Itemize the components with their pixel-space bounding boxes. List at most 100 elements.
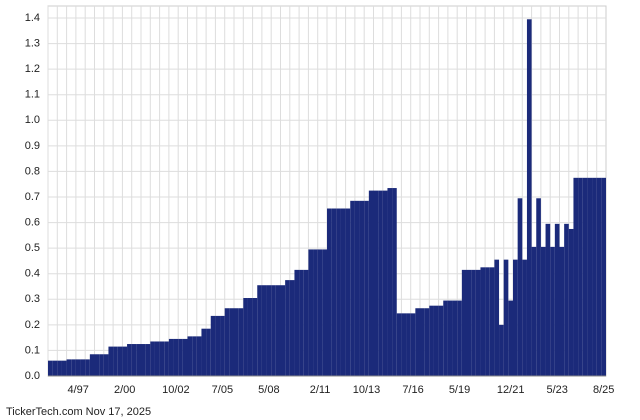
bar xyxy=(168,338,174,376)
bar xyxy=(61,360,67,376)
bar xyxy=(382,190,388,376)
bar xyxy=(429,305,434,376)
bar xyxy=(220,315,225,376)
bar xyxy=(206,328,211,376)
x-tick-label: 7/05 xyxy=(212,384,233,396)
bar xyxy=(48,360,53,376)
bar xyxy=(122,346,128,376)
x-tick-label: 10/02 xyxy=(162,384,190,396)
bar xyxy=(592,177,597,376)
y-tick-label: 1.2 xyxy=(25,63,40,75)
bar xyxy=(131,344,137,376)
bar xyxy=(224,308,230,376)
bar xyxy=(368,190,374,376)
x-tick-label: 5/19 xyxy=(449,384,470,396)
bar xyxy=(299,269,304,376)
bar xyxy=(192,336,197,376)
bar xyxy=(238,308,244,376)
bar xyxy=(350,200,355,376)
bar xyxy=(396,313,402,376)
bar xyxy=(317,249,323,376)
bar xyxy=(164,341,169,376)
bar xyxy=(294,269,300,376)
bar xyxy=(182,338,188,376)
x-tick-label: 5/23 xyxy=(546,384,567,396)
bar xyxy=(285,280,290,376)
x-tick-label: 10/13 xyxy=(353,384,381,396)
y-tick-label: 0.7 xyxy=(25,191,40,203)
bar xyxy=(559,246,565,376)
bar xyxy=(313,249,318,376)
bar xyxy=(80,359,86,376)
bar xyxy=(359,200,365,376)
bar xyxy=(71,359,76,376)
bar xyxy=(517,198,523,376)
bar xyxy=(103,354,109,376)
y-tick-label: 1.3 xyxy=(25,37,40,49)
bar xyxy=(141,344,146,376)
footer: TickerTech.com Nov 17, 2025 xyxy=(6,406,151,418)
bar xyxy=(331,208,337,376)
bar xyxy=(145,344,151,376)
bar xyxy=(66,359,72,376)
y-tick-label: 1.4 xyxy=(25,12,40,24)
bar xyxy=(438,305,444,376)
x-tick-label: 7/16 xyxy=(402,384,423,396)
bar xyxy=(150,341,155,376)
bar xyxy=(303,269,309,376)
bar xyxy=(540,246,546,376)
bar xyxy=(159,341,165,376)
bar xyxy=(447,300,453,376)
bar xyxy=(424,308,430,376)
bar xyxy=(308,249,314,376)
bar xyxy=(508,300,513,376)
bar xyxy=(327,208,332,376)
y-tick-label: 0.1 xyxy=(25,344,40,356)
bar xyxy=(210,315,216,376)
bar xyxy=(494,259,500,376)
x-tick-label: 8/25 xyxy=(593,384,614,396)
bar xyxy=(229,308,234,376)
bar xyxy=(415,308,420,376)
bar xyxy=(280,285,286,376)
bar xyxy=(392,188,397,376)
bar xyxy=(275,285,281,376)
bar xyxy=(554,223,560,376)
y-tick-label: 0.3 xyxy=(25,293,40,305)
bar xyxy=(178,338,183,376)
bar xyxy=(485,267,490,376)
x-tick-label: 12/21 xyxy=(497,384,525,396)
bar xyxy=(136,344,141,376)
bar xyxy=(587,177,593,376)
bar xyxy=(526,19,532,377)
y-tick-label: 1.0 xyxy=(25,114,40,126)
bar xyxy=(52,360,58,376)
bar xyxy=(94,354,100,376)
bar xyxy=(243,298,248,376)
bar xyxy=(234,308,239,376)
bar xyxy=(564,223,569,376)
y-tick-label: 1.1 xyxy=(25,89,40,101)
bar xyxy=(443,300,448,376)
bar xyxy=(345,208,351,376)
y-tick-label: 0.6 xyxy=(25,216,40,228)
bar xyxy=(108,346,114,376)
bar xyxy=(582,177,588,376)
bar xyxy=(536,198,541,376)
bar xyxy=(354,200,360,376)
bar xyxy=(513,259,518,376)
y-tick-label: 0.0 xyxy=(25,370,40,382)
bar xyxy=(113,346,118,376)
bar xyxy=(99,354,104,376)
bar xyxy=(457,300,462,376)
bar xyxy=(410,313,416,376)
bar xyxy=(266,285,272,376)
bar xyxy=(466,269,472,376)
x-tick-label: 4/97 xyxy=(68,384,89,396)
bar xyxy=(257,285,262,376)
bar xyxy=(522,259,527,376)
y-tick-label: 0.4 xyxy=(25,268,40,280)
x-tick-label: 5/08 xyxy=(258,384,279,396)
x-tick-label: 2/11 xyxy=(310,384,331,396)
